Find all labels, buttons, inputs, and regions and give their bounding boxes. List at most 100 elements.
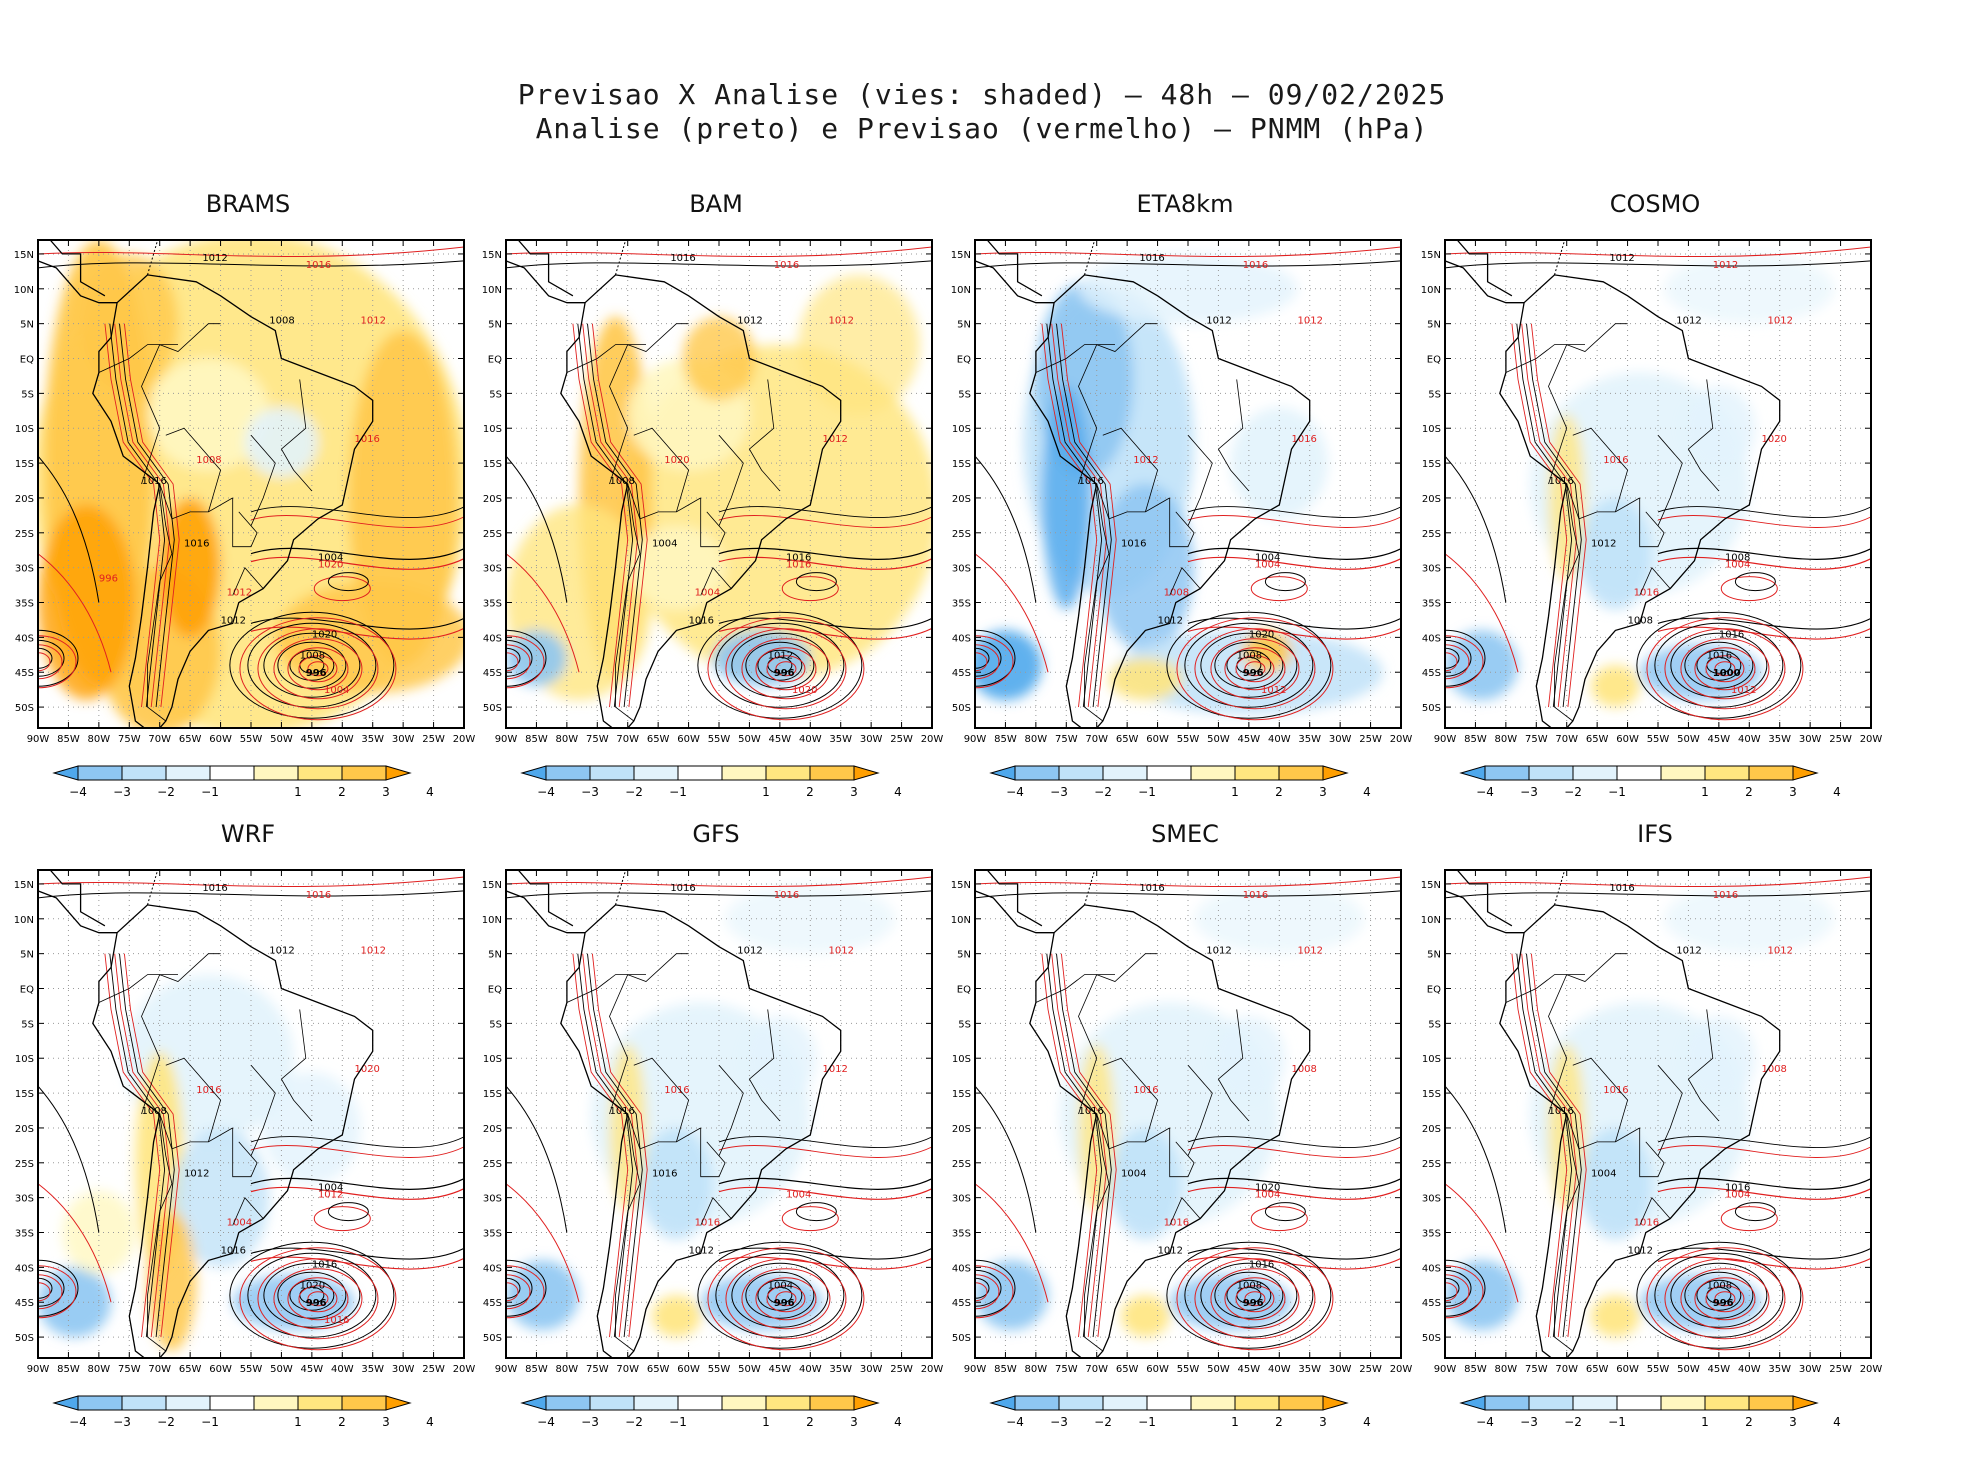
lon-tick-label: 75W — [1055, 1364, 1078, 1375]
analysis-isobar-label: 1004 — [768, 1280, 793, 1291]
analysis-isobar-label: 1016 — [609, 1106, 634, 1117]
forecast-isobar-label: 1016 — [1713, 890, 1738, 901]
forecast-isobar-label: 1016 — [1291, 434, 1316, 445]
colorbar: −4 −3 −2 −1 1 2 3 4 — [520, 765, 902, 799]
lon-tick-label: 30W — [1799, 734, 1822, 745]
analysis-isobar-label: 1016 — [670, 883, 695, 894]
lon-tick-label: 20W — [1390, 734, 1413, 745]
forecast-isobar-label: 1016 — [774, 890, 799, 901]
lon-tick-label: 20W — [921, 734, 944, 745]
forecast-isobar-label: 996 — [99, 574, 118, 585]
bias-area — [147, 1211, 197, 1352]
lon-tick-label: 65W — [1116, 734, 1139, 745]
analysis-isobar-label: 1020 — [300, 1280, 325, 1291]
lon-tick-label: 85W — [57, 734, 80, 745]
forecast-isobar-label: 1008 — [1164, 588, 1189, 599]
bias-area — [38, 1267, 112, 1338]
lat-tick-label: 15N — [951, 250, 971, 261]
lon-tick-label: 50W — [1677, 1364, 1700, 1375]
lon-tick-label: 90W — [495, 1364, 518, 1375]
lat-tick-label: EQ — [488, 355, 502, 366]
lat-tick-label: 5N — [488, 320, 502, 331]
colorbar-label: 3 — [1789, 785, 1797, 799]
lon-tick-label: 25W — [890, 734, 913, 745]
panel-title: BRAMS — [205, 190, 291, 218]
colorbar: −4 −3 −2 −1 1 2 3 4 — [1459, 1395, 1841, 1429]
colorbar-label: −4 — [1476, 1415, 1494, 1429]
bias-area — [1682, 1016, 1756, 1101]
colorbar-label: −3 — [113, 785, 131, 799]
lon-tick-label: 85W — [1464, 1364, 1487, 1375]
forecast-isobar-label: 1016 — [306, 260, 331, 271]
lat-tick-label: 5S — [489, 389, 502, 400]
lon-tick-label: 70W — [1555, 734, 1578, 745]
analysis-isobar-label: 1008 — [141, 1106, 166, 1117]
lat-tick-label: 10S — [15, 424, 34, 435]
lon-tick-label: 25W — [890, 1364, 913, 1375]
lon-tick-label: 45W — [769, 734, 792, 745]
colorbar-label: 4 — [1833, 1415, 1841, 1429]
lat-tick-label: 45S — [483, 668, 502, 679]
lon-tick-label: 65W — [1586, 1364, 1609, 1375]
lon-tick-label: 55W — [1177, 734, 1200, 745]
lon-tick-label: 70W — [1555, 1364, 1578, 1375]
analysis-isobar-label: 1012 — [184, 1169, 209, 1180]
analysis-isobar-label: 1012 — [1609, 253, 1634, 264]
lon-tick-label: 85W — [525, 734, 548, 745]
graticule — [975, 870, 1401, 1358]
colorbar-label: 2 — [1745, 785, 1753, 799]
colorbar-label: 1 — [1231, 1415, 1239, 1429]
lon-tick-label: 45W — [1708, 1364, 1731, 1375]
colorbar-label: −2 — [625, 785, 643, 799]
lon-tick-label: 90W — [964, 734, 987, 745]
colorbar-label: 2 — [1745, 1415, 1753, 1429]
analysis-isobar-label: 1012 — [1206, 316, 1231, 327]
bias-area — [652, 1295, 701, 1338]
colorbar-label: 1 — [294, 1415, 302, 1429]
forecast-isobar-label: 1012 — [1768, 946, 1793, 957]
forecast-isobar-label: 1012 — [822, 434, 847, 445]
analysis-isobar-label: 1008 — [609, 476, 634, 487]
lat-tick-label: 15S — [15, 1089, 34, 1100]
lon-tick-label: 65W — [179, 734, 202, 745]
map-svg: 1016101210081016101210041016101610121020… — [482, 239, 944, 799]
colorbar-label: 4 — [426, 1415, 434, 1429]
analysis-isobar-label: 1016 — [202, 883, 227, 894]
lat-tick-label: 25S — [15, 1159, 34, 1170]
colorbar-label: 3 — [382, 785, 390, 799]
lat-tick-label: 5S — [1428, 1019, 1441, 1030]
colorbar-label: −4 — [1476, 785, 1494, 799]
colorbar-label: −2 — [1094, 785, 1112, 799]
lon-tick-label: 35W — [829, 734, 852, 745]
lon-tick-label: 45W — [769, 1364, 792, 1375]
forecast-isobar-label: 1012 — [227, 588, 252, 599]
lon-tick-label: 85W — [525, 1364, 548, 1375]
graticule — [38, 870, 464, 1358]
forecast-isobar-label: 1016 — [1133, 1085, 1158, 1096]
lon-tick-label: 85W — [57, 1364, 80, 1375]
lon-tick-label: 70W — [1085, 1364, 1108, 1375]
lat-tick-label: 25S — [952, 1159, 971, 1170]
lat-tick-label: 25S — [15, 529, 34, 540]
lon-tick-label: 30W — [1329, 734, 1352, 745]
lon-tick-label: 55W — [240, 1364, 263, 1375]
lat-tick-label: 20S — [15, 1124, 34, 1135]
forecast-isobar-label: 1016 — [695, 1218, 720, 1229]
lon-tick-label: 85W — [994, 1364, 1017, 1375]
colorbar-label: 1 — [1701, 1415, 1709, 1429]
bias-area — [798, 274, 920, 415]
lat-tick-label: 50S — [15, 1333, 34, 1344]
lon-tick-label: 25W — [1359, 734, 1382, 745]
lon-tick-label: 55W — [240, 734, 263, 745]
lon-tick-label: 20W — [453, 1364, 476, 1375]
lat-tick-label: 15S — [1422, 459, 1441, 470]
lon-tick-label: 40W — [331, 1364, 354, 1375]
colorbar-label: 2 — [1275, 785, 1283, 799]
forecast-isobar-label: 1008 — [1761, 1064, 1786, 1075]
forecast-isobar-label: 1020 — [792, 685, 817, 696]
analysis-isobar-label: 1016 — [1707, 650, 1732, 661]
lat-tick-label: 25S — [952, 529, 971, 540]
lon-tick-label: 80W — [1495, 734, 1518, 745]
lat-tick-label: 40S — [15, 633, 34, 644]
lat-tick-label: 15S — [15, 459, 34, 470]
